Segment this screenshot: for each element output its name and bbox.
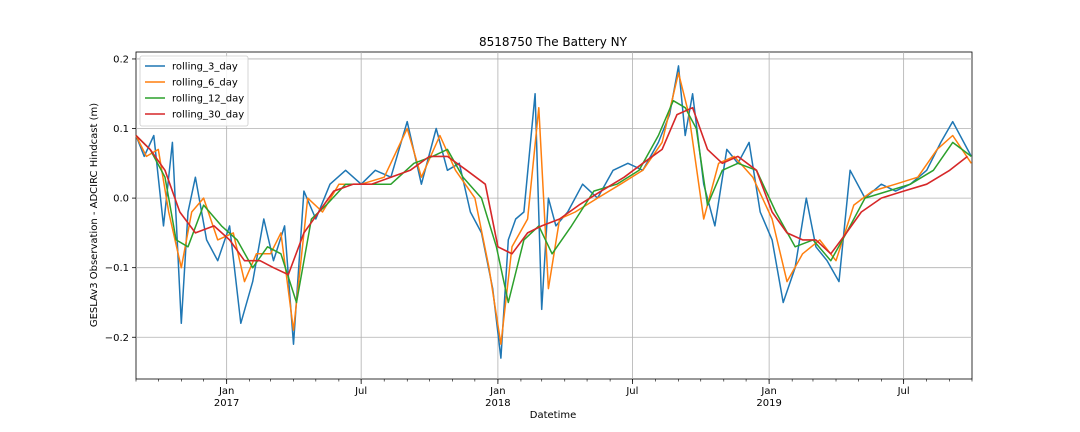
- x-tick-label: Jan: [489, 386, 505, 397]
- chart-title: 8518750 The Battery NY: [479, 35, 628, 49]
- series-line-rolling-12-day: [135, 99, 972, 304]
- plot-area: [135, 51, 973, 380]
- grid: [136, 52, 972, 379]
- y-tick-label: −0.1: [105, 263, 129, 274]
- x-tick-year-label: 2017: [214, 398, 239, 409]
- series-line-rolling-3-day: [135, 65, 972, 359]
- x-tick-label: Jul: [354, 386, 367, 397]
- legend-box: [139, 55, 249, 127]
- y-axis-label: GESLAv3 Observation - ADCIRC Hindcast (m…: [89, 103, 100, 327]
- x-tick-label: Jul: [897, 386, 910, 397]
- y-tick-label: 0.1: [113, 124, 129, 135]
- legend-label: rolling_3_day: [172, 62, 238, 73]
- x-tick-label: Jan: [218, 386, 234, 397]
- y-tick-label: −0.2: [105, 333, 129, 344]
- legend: rolling_3_day rolling_6_day rolling_12_day…: [139, 55, 249, 127]
- x-tick-label: Jan: [760, 386, 776, 397]
- x-tick-label: Jul: [625, 386, 638, 397]
- plot-frame: [135, 51, 973, 380]
- legend-label: rolling_6_day: [172, 78, 238, 89]
- x-tick-year-label: 2019: [756, 398, 781, 409]
- x-tick-year-label: 2018: [485, 398, 510, 409]
- series-line-rolling-6-day: [135, 72, 972, 345]
- y-axis: −0.2 −0.1 0.0 0.1 0.2: [105, 54, 136, 344]
- legend-label: rolling_30_day: [172, 110, 244, 121]
- x-axis-label: Datetime: [530, 410, 577, 421]
- y-tick-label: 0.2: [113, 54, 129, 65]
- series-line-rolling-30-day: [135, 106, 968, 276]
- series-group: [135, 65, 972, 359]
- y-tick-label: 0.0: [113, 194, 129, 205]
- legend-label: rolling_12_day: [172, 94, 244, 105]
